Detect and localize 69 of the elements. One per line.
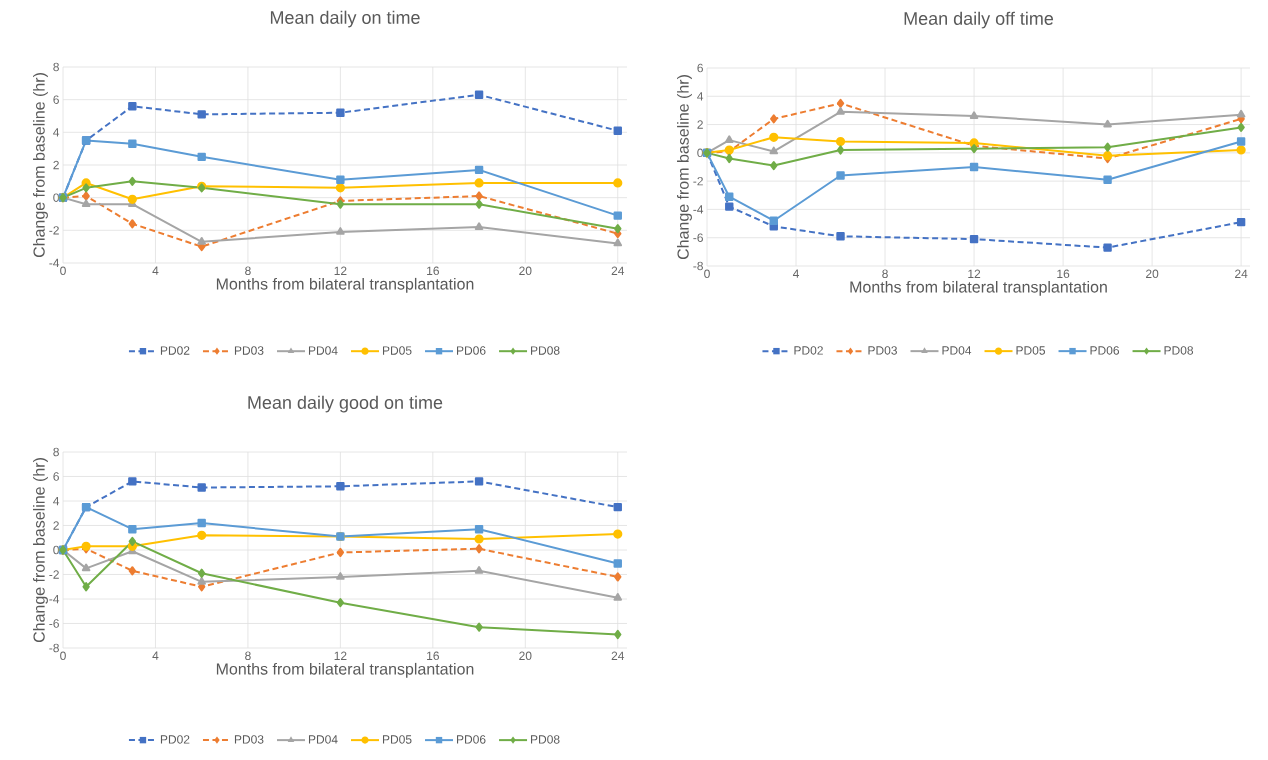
legend-label: PD05 <box>382 346 412 355</box>
x-tick-label: 12 <box>334 266 347 275</box>
y-tick-label: 4 <box>697 92 704 101</box>
x-axis-title: Months from bilateral transplantation <box>216 277 474 293</box>
legend-label: PD03 <box>234 735 264 744</box>
y-tick-label: 2 <box>53 160 59 170</box>
x-tick-label: 16 <box>1057 269 1070 279</box>
x-tick-label: 4 <box>792 269 800 278</box>
y-tick-label: 0 <box>53 193 59 202</box>
x-tick-label: 20 <box>519 651 532 661</box>
y-tick-label: 2 <box>697 120 703 129</box>
x-tick-label: 8 <box>245 266 251 276</box>
chart-title: Mean daily on time <box>270 10 420 28</box>
legend-label: PD08 <box>531 346 560 355</box>
legend-label: PD04 <box>308 346 338 355</box>
legend-label: PD02 <box>160 735 190 744</box>
legend-label: PD05 <box>1016 346 1046 355</box>
y-axis-title: Change from baseline (hr) <box>677 75 692 260</box>
legend-label: PD06 <box>1090 346 1120 355</box>
legend-label: PD02 <box>160 346 190 355</box>
legend-label: PD02 <box>794 346 823 355</box>
y-tick-label: 8 <box>53 447 59 457</box>
y-tick-label: -8 <box>49 643 59 653</box>
x-tick-label: 8 <box>882 269 888 279</box>
y-tick-label: 6 <box>53 472 59 481</box>
x-tick-label: 20 <box>519 266 532 276</box>
x-axis-title: Months from bilateral transplantation <box>216 662 474 678</box>
y-tick-label: 6 <box>53 95 59 104</box>
legend-label: PD08 <box>1164 346 1194 355</box>
y-tick-label: 4 <box>53 128 60 137</box>
x-tick-label: 12 <box>968 269 981 278</box>
legend-label: PD06 <box>457 346 486 355</box>
y-tick-label: 6 <box>697 63 703 73</box>
y-axis-title: Change from baseline (hr) <box>33 458 48 643</box>
legend-label: PD04 <box>942 346 972 355</box>
y-tick-label: -6 <box>49 619 59 628</box>
y-tick-label: 2 <box>53 521 59 530</box>
y-tick-label: -8 <box>693 261 703 271</box>
x-tick-label: 16 <box>427 651 439 661</box>
x-tick-label: 24 <box>1235 269 1248 278</box>
x-tick-label: 4 <box>152 651 159 660</box>
legend-label: PD03 <box>234 346 264 355</box>
x-tick-label: 12 <box>334 651 347 660</box>
legend-label: PD06 <box>457 735 486 744</box>
y-tick-label: -2 <box>693 176 703 186</box>
legend-label: PD05 <box>382 735 412 744</box>
x-tick-label: 8 <box>245 651 251 661</box>
y-tick-label: 4 <box>53 496 60 506</box>
y-axis-title: Change from baseline (hr) <box>33 73 48 258</box>
y-tick-label: -4 <box>49 594 60 604</box>
x-tick-label: 24 <box>611 651 625 660</box>
y-tick-label: -2 <box>49 226 59 235</box>
x-axis-title: Months from bilateral transplantation <box>850 280 1107 296</box>
legend-label: PD08 <box>531 735 560 744</box>
x-tick-label: 16 <box>427 266 439 276</box>
y-tick-label: -2 <box>49 570 59 579</box>
legend-label: PD03 <box>868 346 897 355</box>
chart-title: Mean daily good on time <box>248 395 443 413</box>
y-tick-label: -6 <box>693 233 703 242</box>
x-tick-label: 20 <box>1146 269 1159 279</box>
x-tick-label: 24 <box>611 266 625 275</box>
y-tick-label: 8 <box>53 62 59 72</box>
y-tick-label: 0 <box>697 148 704 158</box>
y-tick-label: -4 <box>693 205 704 214</box>
legend-label: PD04 <box>308 735 338 744</box>
y-tick-label: -4 <box>49 258 60 268</box>
y-tick-label: 0 <box>53 545 59 555</box>
x-tick-label: 4 <box>152 266 159 275</box>
chart-title: Mean daily off time <box>904 11 1054 29</box>
